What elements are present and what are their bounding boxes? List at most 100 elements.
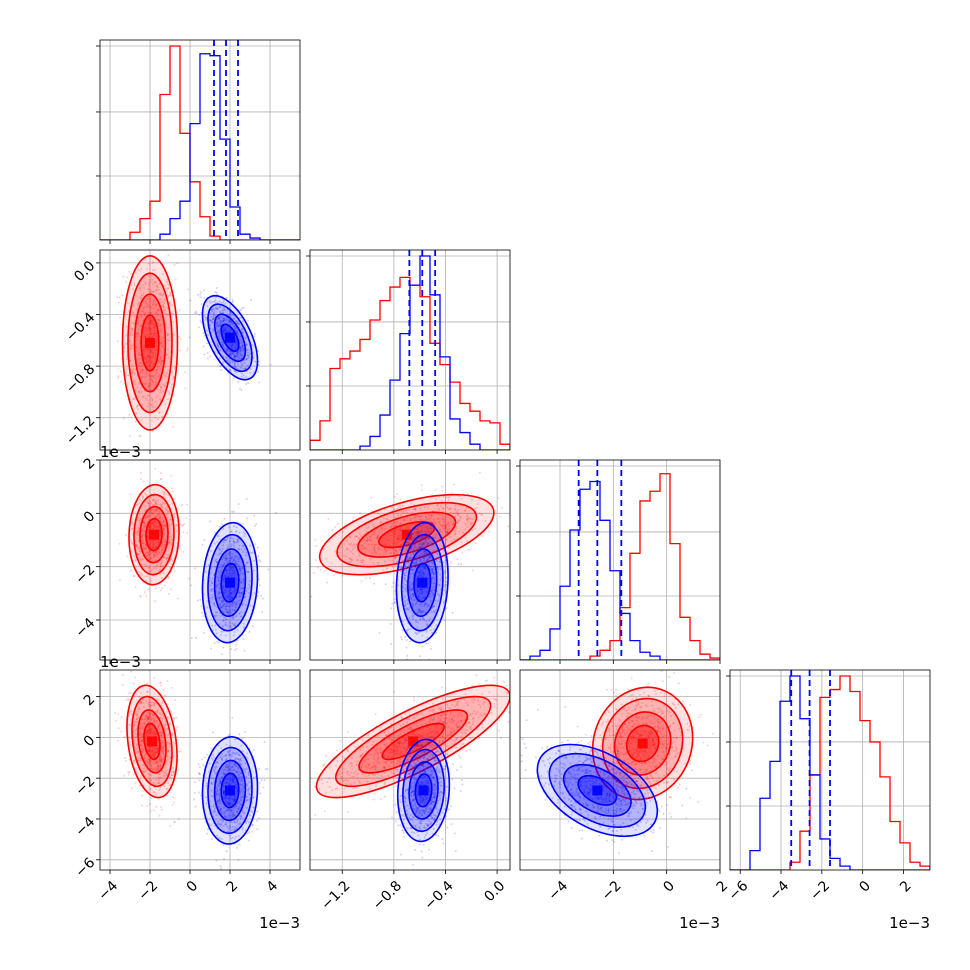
red-point — [149, 542, 152, 545]
red-point — [396, 493, 399, 496]
red-point — [152, 748, 155, 751]
blue-point — [215, 561, 218, 564]
blue-point — [408, 585, 411, 588]
red-point — [447, 521, 450, 524]
blue-point — [216, 321, 219, 324]
blue-point — [211, 596, 214, 599]
red-point — [172, 796, 175, 799]
red-point — [162, 336, 165, 339]
red-point — [148, 725, 151, 728]
blue-point — [418, 556, 421, 559]
red-point — [145, 372, 148, 375]
blue-point — [236, 361, 239, 364]
blue-point — [206, 304, 209, 307]
red-point — [151, 398, 154, 401]
red-point — [377, 548, 380, 551]
blue-point — [423, 566, 426, 569]
red-point — [390, 525, 393, 528]
blue-point — [439, 530, 442, 533]
red-point — [158, 516, 161, 519]
red-point — [160, 245, 162, 247]
blue-point — [245, 551, 248, 554]
red-point — [154, 312, 157, 315]
red-point — [163, 775, 166, 778]
red-point — [162, 524, 165, 527]
blue-point — [202, 345, 205, 348]
red-point — [154, 501, 157, 504]
red-point — [144, 522, 147, 525]
red-point — [129, 692, 132, 695]
blue-point — [240, 592, 243, 595]
red-point — [138, 435, 141, 438]
red-point — [162, 383, 165, 386]
blue-point — [230, 345, 233, 348]
blue-point — [222, 344, 225, 347]
red-point — [312, 572, 315, 575]
red-point — [136, 503, 139, 506]
blue-point — [219, 606, 222, 609]
red-point — [137, 556, 140, 559]
red-point — [139, 371, 142, 374]
blue-point — [423, 604, 426, 607]
blue-point — [404, 595, 407, 598]
red-point — [147, 528, 150, 531]
red-point — [157, 724, 160, 727]
blue-point — [418, 609, 421, 612]
red-point — [125, 699, 128, 702]
red-point — [130, 368, 133, 371]
blue-point — [408, 581, 411, 584]
blue-point — [213, 604, 216, 607]
red-point — [149, 767, 152, 770]
red-point — [411, 544, 414, 547]
blue-point — [423, 597, 426, 600]
blue-point — [213, 615, 216, 618]
red-point — [392, 508, 395, 511]
blue-point — [225, 547, 228, 550]
red-point — [143, 756, 146, 759]
blue-point — [228, 564, 231, 567]
red-point — [396, 514, 399, 517]
red-point — [365, 539, 368, 542]
blue-point — [410, 587, 413, 590]
blue-point — [242, 578, 245, 581]
red-point — [454, 504, 457, 507]
blue-point — [419, 568, 422, 571]
red-point — [342, 542, 345, 545]
red-point — [155, 760, 158, 763]
red-point — [152, 299, 155, 302]
red-point — [166, 339, 169, 342]
red-point — [146, 715, 149, 718]
red-point — [160, 577, 163, 580]
red-point — [143, 575, 146, 578]
blue-point — [412, 552, 415, 555]
blue-point — [247, 591, 250, 594]
red-point — [134, 723, 137, 726]
red-point — [136, 713, 139, 716]
red-point — [141, 542, 144, 545]
red-point — [437, 507, 440, 510]
red-point — [391, 506, 394, 509]
red-point — [470, 522, 473, 525]
red-point — [421, 541, 424, 544]
red-point — [151, 403, 154, 406]
blue-point — [231, 609, 234, 612]
red-point — [134, 732, 137, 735]
blue-point — [224, 605, 227, 608]
red-point — [427, 514, 430, 517]
red-point — [145, 361, 148, 364]
red-point — [151, 734, 154, 737]
blue-point — [215, 575, 218, 578]
red-point — [148, 729, 151, 732]
blue-point — [428, 604, 431, 607]
blue-point — [233, 364, 236, 367]
red-point — [310, 595, 313, 598]
blue-point — [404, 571, 407, 574]
red-point — [167, 314, 170, 317]
blue-point — [411, 614, 414, 617]
blue-point — [411, 583, 414, 586]
red-point — [138, 382, 141, 385]
blue-point — [216, 614, 219, 617]
red-point — [147, 358, 150, 361]
red-point — [154, 269, 157, 272]
red-point — [158, 411, 161, 414]
